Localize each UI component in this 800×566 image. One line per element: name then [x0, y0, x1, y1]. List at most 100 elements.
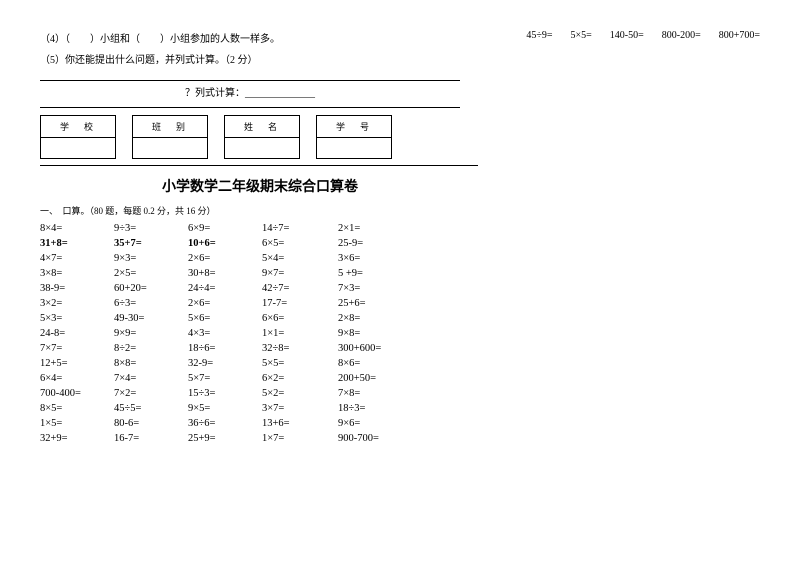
problem: 45÷9= [526, 30, 552, 41]
problem-cell: 8÷2= [114, 343, 184, 354]
problem-cell: 5×3= [40, 313, 110, 324]
problem-cell: 42÷7= [262, 283, 334, 294]
top-problems: 45÷9= 5×5= 140-50= 800-200= 800+700= [526, 30, 760, 41]
problem-cell: 24÷4= [188, 283, 258, 294]
info-boxes: 学 校班 别姓 名学 号 [40, 115, 760, 159]
problem-cell: 17-7= [262, 298, 334, 309]
problem: 5×5= [570, 30, 591, 41]
problem-cell: 5 +9= [338, 268, 438, 279]
problem-cell: 7×2= [114, 388, 184, 399]
info-box: 学 号 [316, 115, 392, 159]
problem-cell: 10+6= [188, 238, 258, 249]
problem-cell: 18÷3= [338, 403, 438, 414]
problem-cell: 2×1= [338, 223, 438, 234]
problem-cell: 45÷5= [114, 403, 184, 414]
problem: 800-200= [662, 30, 701, 41]
problem-cell: 5×7= [188, 373, 258, 384]
problem-cell: 15÷3= [188, 388, 258, 399]
problem-cell: 9×3= [114, 253, 184, 264]
problem-cell: 1×7= [262, 433, 334, 444]
problem-cell: 7×4= [114, 373, 184, 384]
problem-cell: 8×8= [114, 358, 184, 369]
problem-cell: 900-700= [338, 433, 438, 444]
problem-cell: 3×7= [262, 403, 334, 414]
problem-cell: 2×6= [188, 253, 258, 264]
box-label: 班 别 [133, 116, 207, 138]
problem-cell: 12+5= [40, 358, 110, 369]
problem-cell: 6×5= [262, 238, 334, 249]
problem-cell: 200+50= [338, 373, 438, 384]
problem-cell: 30+8= [188, 268, 258, 279]
problem-cell: 300+600= [338, 343, 438, 354]
problem-cell: 8×4= [40, 223, 110, 234]
problem-cell: 9×7= [262, 268, 334, 279]
answer-line [40, 80, 460, 81]
problem-cell: 8×6= [338, 358, 438, 369]
problem-cell: 32-9= [188, 358, 258, 369]
box-label: 学 校 [41, 116, 115, 138]
question-4: （4）（ ）小组和（ ）小组参加的人数一样多。 [40, 30, 490, 45]
problem-cell: 3×2= [40, 298, 110, 309]
problem-cell: 6×4= [40, 373, 110, 384]
problem-cell: 9×9= [114, 328, 184, 339]
problem-cell: 32÷8= [262, 343, 334, 354]
problem: 800+700= [719, 30, 760, 41]
problem-cell: 7×3= [338, 283, 438, 294]
problem-cell: 13+6= [262, 418, 334, 429]
problem-cell: 80-6= [114, 418, 184, 429]
box-body [41, 138, 115, 158]
problem-cell: 9÷3= [114, 223, 184, 234]
problem-cell: 9×8= [338, 328, 438, 339]
box-body [133, 138, 207, 158]
problem-cell: 14÷7= [262, 223, 334, 234]
box-label: 姓 名 [225, 116, 299, 138]
problem-cell: 700-400= [40, 388, 110, 399]
problem-cell: 5×6= [188, 313, 258, 324]
answer-line-2 [40, 107, 460, 108]
problem-cell: 5×5= [262, 358, 334, 369]
problem-cell: 36÷6= [188, 418, 258, 429]
section-subtitle: 一、 口算。（80 题，每题 0.2 分，共 16 分） [40, 204, 760, 217]
problem-cell: 3×8= [40, 268, 110, 279]
problem-cell: 6×9= [188, 223, 258, 234]
problem-cell: 1×1= [262, 328, 334, 339]
exam-title: 小学数学二年级期末综合口算卷 [40, 176, 480, 196]
problem-cell: 4×7= [40, 253, 110, 264]
problem-cell: 9×5= [188, 403, 258, 414]
problem-cell: 6×6= [262, 313, 334, 324]
problem: 140-50= [610, 30, 644, 41]
problem-cell: 60+20= [114, 283, 184, 294]
problem-cell: 25+9= [188, 433, 258, 444]
problem-cell: 2×5= [114, 268, 184, 279]
problem-cell: 31+8= [40, 238, 110, 249]
problem-cell: 3×6= [338, 253, 438, 264]
info-box: 班 别 [132, 115, 208, 159]
problem-cell: 7×8= [338, 388, 438, 399]
problem-cell: 7×7= [40, 343, 110, 354]
problem-grid: 8×4= 9÷3= 6×9= 14÷7= 2×1= 31+8= 35+7= 10+6= 6×5=… [40, 223, 760, 444]
problem-cell: 4×3= [188, 328, 258, 339]
problem-cell: 6×2= [262, 373, 334, 384]
problem-cell: 38-9= [40, 283, 110, 294]
problem-cell: 25-9= [338, 238, 438, 249]
problem-cell: 5×2= [262, 388, 334, 399]
problem-cell: 6÷3= [114, 298, 184, 309]
problem-cell: 8×5= [40, 403, 110, 414]
problem-cell: 24-8= [40, 328, 110, 339]
problem-cell: 5×4= [262, 253, 334, 264]
question-5: （5）你还能提出什么问题，并列式计算。（2 分） [40, 51, 490, 66]
formula-note: ？列式计算：______________ [40, 84, 460, 99]
problem-cell: 32+9= [40, 433, 110, 444]
info-box: 姓 名 [224, 115, 300, 159]
problem-cell: 49-30= [114, 313, 184, 324]
problem-cell: 18÷6= [188, 343, 258, 354]
info-box: 学 校 [40, 115, 116, 159]
box-label: 学 号 [317, 116, 391, 138]
problem-cell: 2×8= [338, 313, 438, 324]
problem-cell: 35+7= [114, 238, 184, 249]
box-body [225, 138, 299, 158]
problem-cell: 16-7= [114, 433, 184, 444]
problem-cell: 1×5= [40, 418, 110, 429]
box-body [317, 138, 391, 158]
problem-cell: 9×6= [338, 418, 438, 429]
